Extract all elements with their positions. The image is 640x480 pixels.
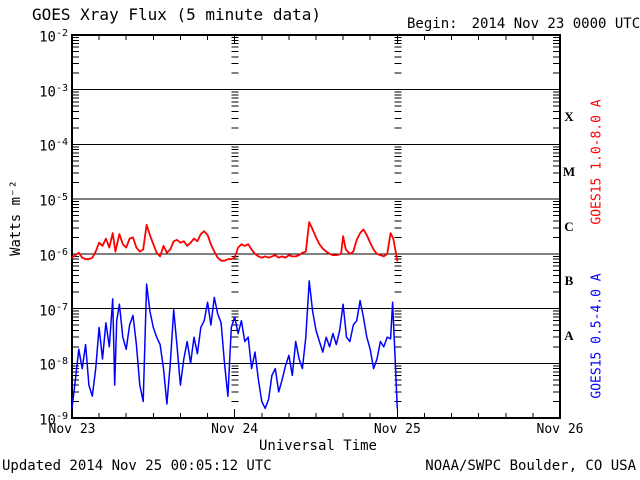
y-tick-label: 10-7	[39, 301, 68, 320]
y-tick-label: 10-3	[39, 82, 68, 101]
begin-time-line: Begin: 2014 Nov 23 0000 UTC	[407, 16, 640, 32]
y-axis-title: Watts m⁻²	[8, 180, 24, 256]
x-tick-label: Nov 23	[48, 422, 96, 437]
flare-class-A: A	[564, 327, 574, 343]
y-tick-label: 10-9	[39, 411, 68, 429]
plot-frame	[71, 34, 561, 419]
y-tick-label: 10-6	[39, 246, 68, 265]
x-tick-label: Nov 26	[536, 422, 584, 437]
begin-label: Begin:	[407, 16, 458, 32]
flare-class-M: M	[562, 163, 576, 179]
y-tick-label: 10-8	[39, 356, 68, 374]
flare-class-X: X	[564, 109, 574, 125]
long-channel-flux-line	[71, 221, 399, 262]
x-tick-label: Nov 25	[373, 422, 421, 437]
legend-short-channel: GOES15 0.5-4.0 A	[589, 273, 605, 399]
updated-timestamp: Updated 2014 Nov 25 00:05:12 UTC	[2, 458, 272, 474]
y-tick-label: 10-2	[39, 28, 68, 46]
y-tick-label: 10-5	[39, 192, 68, 210]
short-channel-flux-line	[71, 280, 399, 410]
flare-class-C: C	[564, 218, 574, 234]
begin-value: 2014 Nov 23 0000 UTC	[471, 16, 640, 32]
source-attribution: NOAA/SWPC Boulder, CO USA	[425, 458, 636, 474]
x-tick-label: Nov 24	[211, 422, 259, 437]
flare-class-B: B	[564, 273, 574, 289]
y-tick-label: 10-4	[39, 137, 68, 156]
page-title: GOES Xray Flux (5 minute data)	[32, 5, 321, 24]
legend-long-channel: GOES15 1.0-8.0 A	[589, 99, 605, 225]
x-axis-title: Universal Time	[258, 438, 377, 454]
